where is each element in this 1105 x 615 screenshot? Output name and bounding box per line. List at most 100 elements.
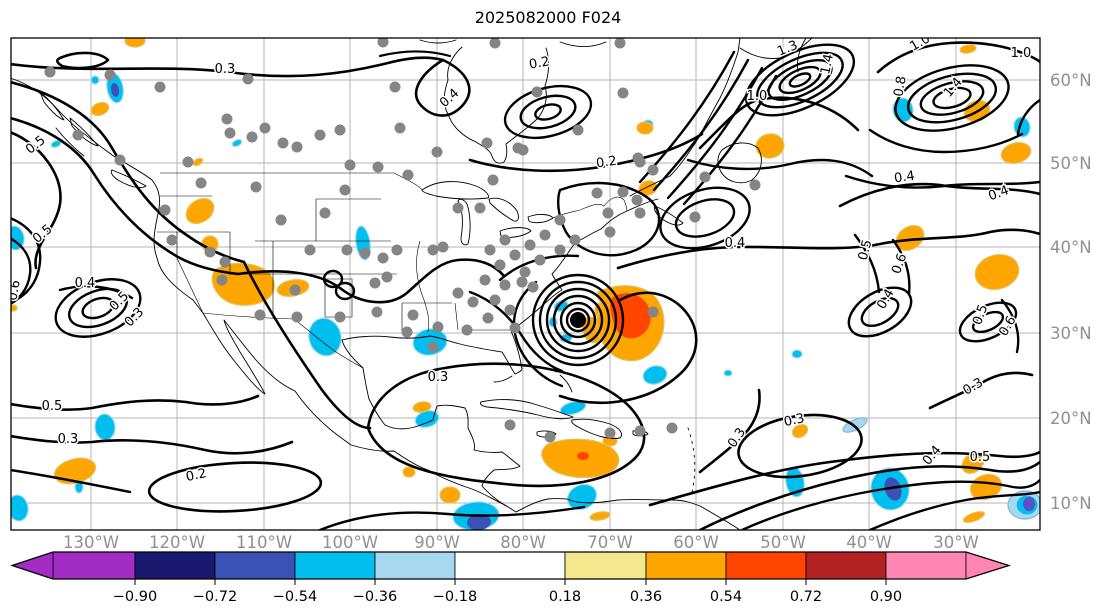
station-dot: [224, 127, 236, 139]
station-dot: [517, 144, 529, 156]
contour-line: [740, 478, 1040, 530]
filled-anomaly-patch: [636, 121, 654, 135]
contour-label: 0.5: [42, 399, 63, 414]
state-border-path: [393, 172, 423, 191]
station-dot: [634, 207, 646, 219]
station-dot: [617, 87, 629, 99]
contour-label: 0.5: [970, 450, 991, 465]
contour-label: 0.4: [987, 183, 1012, 204]
filled-anomaly-patch: [90, 75, 100, 85]
colorbar-tick-label: 0.54: [710, 589, 742, 605]
map-frame: [10, 37, 1041, 531]
station-dot: [519, 266, 531, 278]
station-dot: [277, 137, 289, 149]
contour-line: [11, 217, 42, 303]
contour-line: [468, 290, 564, 373]
coastline-path: [479, 399, 574, 420]
contour-ring: [847, 286, 913, 338]
contour-ring: [674, 198, 736, 238]
filled-anomaly-patch: [308, 317, 342, 357]
colorbar-tick-label: 0.90: [870, 589, 902, 605]
contour-line: [11, 56, 445, 78]
station-dot: [394, 122, 406, 134]
contour-label: 0.2: [528, 54, 551, 72]
contour-ring: [147, 461, 323, 513]
filled-anomaly-patch: [11, 304, 18, 312]
filled-anomaly-patch: [94, 413, 116, 441]
filled-anomaly-patch: [723, 369, 733, 377]
contour-line: [11, 434, 294, 455]
coastline-path: [571, 418, 622, 439]
station-dot: [242, 73, 254, 85]
station-dot: [427, 341, 439, 353]
cyclone-center-dot: [570, 312, 586, 328]
station-dot: [114, 154, 126, 166]
contour-layer: [11, 41, 1040, 530]
contour-ring: [778, 65, 822, 95]
filled-anomaly-patch: [577, 452, 589, 460]
contour-label: 0.3: [961, 375, 986, 398]
contour-label: 0.3: [215, 62, 236, 77]
y-axis-tick-labels: 60°N 50°N 40°N 30°N 20°N 10°N: [1050, 71, 1092, 513]
filled-anomaly-patch: [402, 466, 416, 478]
station-dot: [516, 276, 528, 288]
x-axis-tick-labels: 130°W 120°W 110°W 100°W 90°W 80°W 70°W 60°W 50°W…: [63, 533, 979, 552]
state-border-path: [454, 302, 459, 331]
colorbar-segment: [454, 551, 566, 580]
contour-line: [686, 158, 874, 178]
filled-anomaly-patch: [969, 473, 1003, 501]
filled-anomaly-patch: [589, 511, 611, 521]
coastline-path: [629, 38, 741, 197]
station-dot: [259, 122, 271, 134]
filled-anomaly-patch: [50, 140, 62, 148]
contour-ring: [767, 59, 833, 101]
colorbar-tick-label: −0.18: [433, 589, 477, 605]
station-dot: [482, 312, 494, 324]
station-dot: [467, 296, 479, 308]
contour-label: 0.3: [428, 370, 449, 385]
station-dot: [369, 277, 381, 289]
contour-label: 0.4: [893, 169, 916, 187]
cyclone-ring: [538, 280, 618, 360]
station-dot: [275, 214, 287, 226]
station-dot: [254, 309, 266, 321]
contour-line: [1016, 98, 1040, 136]
station-dot: [631, 194, 643, 206]
station-dot: [377, 252, 389, 264]
station-dot: [432, 321, 444, 333]
contour-line: [853, 233, 881, 294]
filled-anomaly-patch: [110, 83, 120, 97]
station-dot: [647, 164, 659, 176]
filled-anomaly-patch: [192, 157, 204, 167]
colorbar-segment: [294, 551, 376, 580]
station-dot: [474, 202, 486, 214]
contour-ring: [919, 80, 985, 116]
contour-line: [11, 116, 240, 276]
x-tick-label: 110°W: [236, 533, 292, 552]
station-dot: [359, 247, 371, 259]
station-dot: [216, 274, 228, 286]
station-dot: [289, 284, 301, 296]
coastline-layer: [11, 38, 813, 530]
contour-line: [698, 96, 860, 150]
contour-line: [512, 280, 564, 388]
coastline-path: [687, 427, 696, 493]
colorbar-tick-label: 0.72: [790, 589, 822, 605]
station-dot: [304, 244, 316, 256]
filled-anomaly-patch: [755, 133, 785, 159]
station-dot: [154, 81, 166, 93]
cyclone-ring: [545, 287, 611, 353]
filled-anomaly-patch: [412, 328, 448, 356]
station-dot: [489, 38, 501, 49]
station-dot: [531, 86, 543, 98]
colorbar-segment: [645, 551, 727, 580]
contour-line: [414, 58, 471, 117]
contour-line: [558, 291, 698, 405]
contour-line: [1000, 298, 1020, 354]
coastline-path: [488, 197, 519, 222]
station-dot: [407, 309, 419, 321]
station-dot: [572, 124, 584, 136]
station-dot: [371, 306, 383, 318]
contour-ring: [932, 86, 972, 110]
